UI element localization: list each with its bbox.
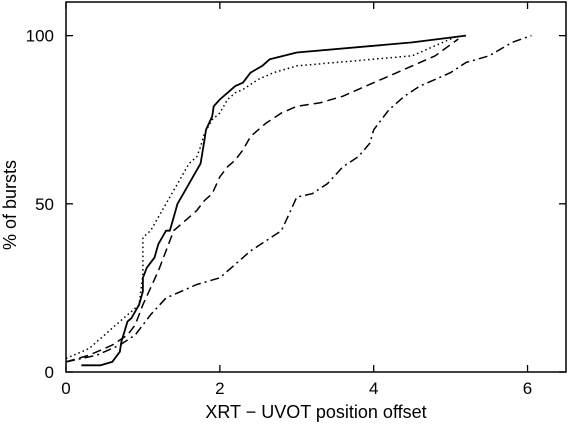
x-tick-label: 4 <box>369 379 378 398</box>
x-tick-label: 0 <box>61 379 70 398</box>
y-tick-label: 0 <box>45 363 54 382</box>
y-tick-label: 50 <box>35 195 54 214</box>
series-dashed-line <box>65 38 459 363</box>
axis-layer: 0 2 4 6 0 50 100 <box>26 2 566 398</box>
y-axis-label: % of bursts <box>0 160 20 250</box>
series-solid-line <box>81 34 467 367</box>
x-axis-label: XRT − UVOT position offset <box>205 402 426 422</box>
plot-frame <box>65 1 567 373</box>
series-dotted-line <box>65 34 459 360</box>
plot-area <box>65 1 567 373</box>
x-tick-label: 6 <box>523 379 532 398</box>
series-dashdot-line <box>65 34 532 363</box>
y-tick-label: 100 <box>26 27 54 46</box>
series-layer <box>65 34 532 367</box>
x-tick-label: 2 <box>215 379 224 398</box>
